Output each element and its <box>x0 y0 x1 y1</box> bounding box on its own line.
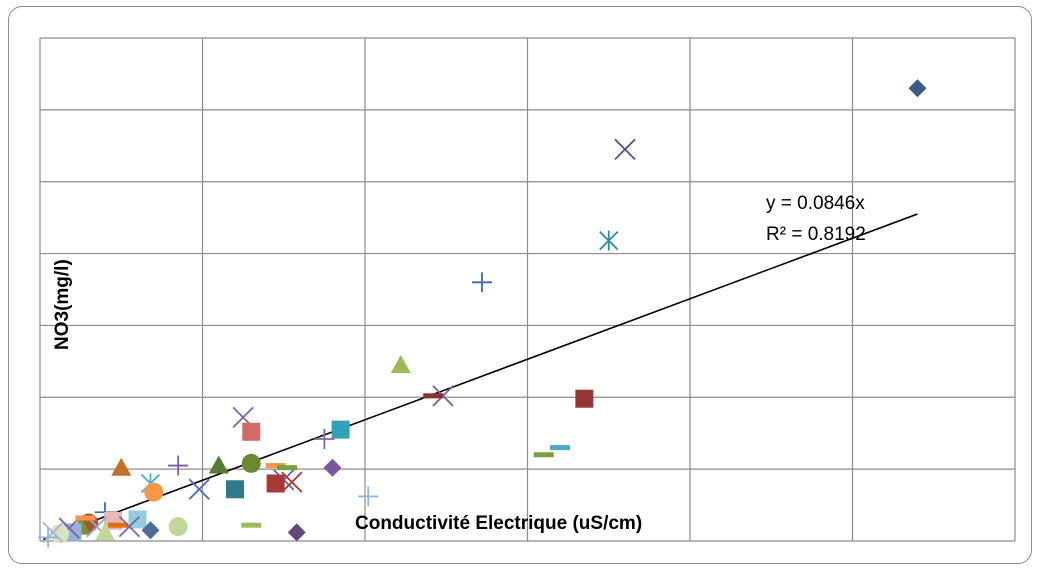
data-point-dash <box>550 445 570 451</box>
data-point-plus <box>38 527 59 548</box>
data-point-star <box>599 230 619 251</box>
grid <box>39 37 1016 542</box>
data-point-diamond <box>908 79 927 98</box>
data-point-diamond <box>323 458 342 477</box>
trendline-r-squared: R² = 0.8192 <box>766 224 866 245</box>
data-point-dash <box>265 463 286 469</box>
data-point-plus <box>472 272 492 293</box>
data-point-triangle <box>390 354 411 373</box>
data-point-x <box>281 471 303 493</box>
trendline <box>42 213 918 541</box>
data-point-x <box>42 521 64 544</box>
points-group <box>38 79 927 548</box>
data-point-circle <box>241 453 261 473</box>
data-point-circle <box>50 524 69 544</box>
data-point-diamond <box>287 523 306 542</box>
data-point-plus <box>168 455 189 476</box>
data-point-square <box>575 389 594 408</box>
y-axis-title: NO3(mg/l) <box>52 259 73 350</box>
data-point-circle <box>144 482 164 502</box>
data-point-x <box>614 138 636 161</box>
data-point-dash <box>277 465 297 471</box>
data-point-triangle <box>95 522 115 541</box>
data-point-dash <box>75 515 96 521</box>
data-point-x <box>188 478 210 500</box>
data-point-dash <box>423 393 444 399</box>
data-point-x <box>118 515 141 538</box>
data-point-circle <box>168 517 188 537</box>
data-point-dash <box>241 522 262 528</box>
data-point-triangle <box>208 455 229 474</box>
x-axis-title: Conductivité Electrique (uS/cm) <box>355 513 642 534</box>
data-point-dash <box>533 452 554 458</box>
data-point-square <box>242 422 261 441</box>
data-point-triangle <box>111 457 132 476</box>
data-point-square <box>331 420 350 439</box>
data-point-plus <box>314 428 335 449</box>
data-point-dash <box>108 522 128 528</box>
data-point-square <box>226 480 244 499</box>
data-point-plus <box>358 486 379 507</box>
data-point-square <box>266 474 285 493</box>
data-point-diamond <box>141 521 160 540</box>
trendline-equation: y = 0.0846x <box>766 193 865 214</box>
chart-frame <box>8 6 1032 564</box>
trendline-group <box>42 213 918 541</box>
